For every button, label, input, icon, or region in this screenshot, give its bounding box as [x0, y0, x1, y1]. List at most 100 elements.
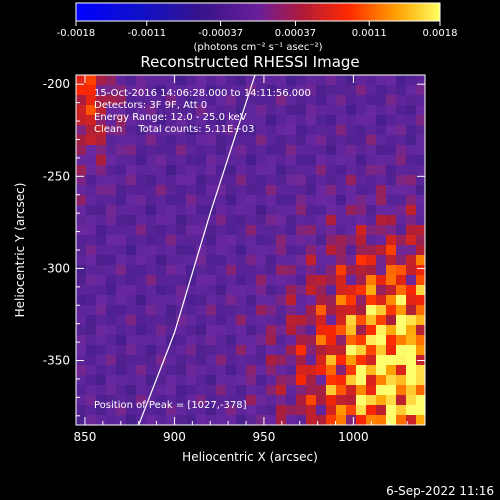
heatmap-cell	[156, 275, 167, 286]
heatmap-cell	[176, 315, 187, 326]
heatmap-cell	[146, 145, 157, 156]
heatmap-cell	[346, 375, 357, 386]
heatmap-cell	[276, 415, 287, 425]
heatmap-cell	[156, 315, 167, 326]
heatmap-cell	[226, 375, 237, 386]
heatmap-cell	[106, 395, 117, 406]
heatmap-cell	[176, 215, 187, 226]
heatmap-cell	[396, 355, 407, 366]
heatmap-cell	[316, 95, 327, 106]
heatmap-cell	[396, 365, 407, 376]
heatmap-cell	[276, 85, 287, 96]
heatmap-cell	[126, 295, 137, 306]
heatmap-cell	[216, 265, 227, 276]
heatmap-cell	[276, 125, 287, 136]
heatmap-cell	[266, 95, 277, 106]
heatmap-cell	[306, 155, 317, 166]
heatmap-cell	[206, 335, 217, 346]
heatmap-cell	[146, 195, 157, 206]
heatmap-cell	[286, 195, 297, 206]
heatmap-cell	[406, 295, 417, 306]
heatmap-cell	[356, 275, 367, 286]
heatmap-cell	[356, 305, 367, 316]
heatmap-cell	[246, 125, 257, 136]
heatmap-cell	[176, 345, 187, 356]
heatmap-cell	[186, 105, 197, 116]
heatmap-cell	[76, 375, 87, 386]
heatmap-cell	[296, 125, 307, 136]
heatmap-cell	[196, 135, 207, 146]
heatmap-cell	[286, 385, 297, 396]
heatmap-cell	[76, 365, 87, 376]
heatmap-cell	[196, 75, 207, 86]
heatmap-cell	[366, 75, 377, 86]
heatmap-cell	[366, 255, 377, 266]
heatmap-cell	[366, 375, 377, 386]
heatmap-cell	[386, 335, 397, 346]
heatmap-cell	[256, 305, 267, 316]
heatmap-cell	[216, 235, 227, 246]
heatmap-cell	[316, 125, 327, 136]
heatmap-cell	[126, 315, 137, 326]
heatmap-cell	[256, 365, 267, 376]
heatmap-cell	[136, 175, 147, 186]
heatmap-cell	[166, 395, 177, 406]
heatmap-cell	[176, 105, 187, 116]
heatmap-cell	[266, 245, 277, 256]
heatmap-cell	[146, 175, 157, 186]
heatmap-cell	[186, 335, 197, 346]
heatmap-cell	[166, 85, 177, 96]
heatmap-cell	[136, 255, 147, 266]
heatmap-cell	[216, 295, 227, 306]
heatmap-cell	[86, 225, 97, 236]
heatmap-cell	[376, 315, 387, 326]
heatmap-cell	[266, 375, 277, 386]
heatmap-cell	[336, 165, 347, 176]
heatmap-cell	[206, 255, 217, 266]
heatmap-cell	[266, 325, 277, 336]
heatmap-cell	[226, 275, 237, 286]
heatmap-cell	[156, 165, 167, 176]
heatmap-cell	[326, 365, 337, 376]
heatmap-cell	[146, 395, 157, 406]
heatmap-cell	[366, 215, 377, 226]
heatmap-cell	[406, 335, 417, 346]
heatmap-cell	[106, 165, 117, 176]
heatmap-cell	[236, 265, 247, 276]
heatmap-cell	[286, 415, 297, 425]
heatmap-cell	[346, 225, 357, 236]
heatmap-cell	[356, 405, 367, 416]
heatmap-cell	[176, 195, 187, 206]
heatmap-cell	[316, 345, 327, 356]
heatmap-cell	[146, 125, 157, 136]
heatmap-cell	[76, 305, 87, 316]
heatmap-cell	[406, 185, 417, 196]
heatmap-cell	[346, 385, 357, 396]
heatmap-cell	[76, 235, 87, 246]
heatmap-cell	[316, 355, 327, 366]
heatmap-cell	[186, 355, 197, 366]
heatmap-cell	[246, 165, 257, 176]
heatmap-cell	[196, 95, 207, 106]
heatmap-cell	[136, 375, 147, 386]
heatmap-cell	[86, 165, 97, 176]
heatmap-cell	[156, 85, 167, 96]
heatmap-cell	[396, 145, 407, 156]
heatmap-cell	[76, 105, 87, 116]
heatmap-cell	[76, 115, 87, 126]
heatmap-cell	[406, 215, 417, 226]
heatmap-cell	[116, 325, 127, 336]
heatmap-cell	[146, 285, 157, 296]
heatmap-cell	[306, 255, 317, 266]
heatmap-cell	[96, 315, 107, 326]
heatmap-cell	[336, 415, 347, 425]
heatmap-cell	[186, 265, 197, 276]
heatmap-cell	[236, 295, 247, 306]
heatmap-cell	[396, 285, 407, 296]
heatmap-cell	[216, 285, 227, 296]
heatmap-cell	[376, 165, 387, 176]
heatmap-cell	[236, 205, 247, 216]
heatmap-cell	[176, 135, 187, 146]
heatmap-cell	[186, 365, 197, 376]
heatmap-cell	[236, 335, 247, 346]
